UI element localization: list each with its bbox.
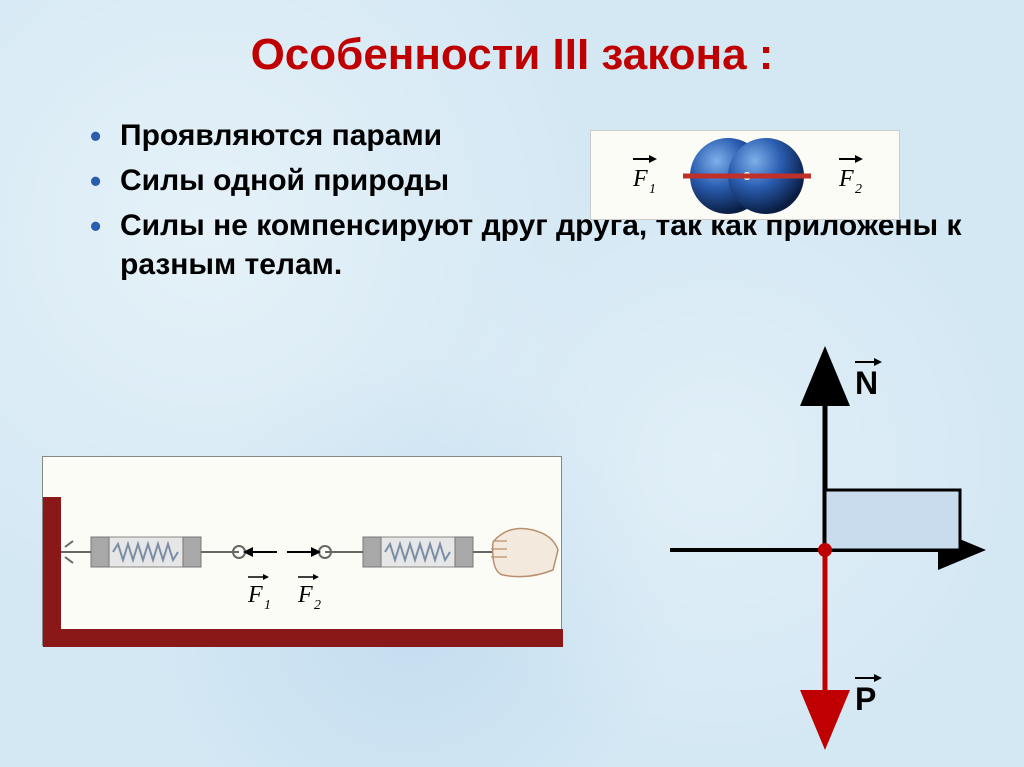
force-label-f1: F	[632, 166, 648, 192]
force-label-n: N	[855, 365, 878, 401]
svg-text:2: 2	[314, 598, 321, 613]
force-diagram: N P	[660, 320, 990, 750]
svg-text:1: 1	[264, 598, 271, 613]
force-label-p: P	[855, 681, 876, 717]
svg-text:1: 1	[649, 182, 656, 197]
page-title: Особенности III закона :	[0, 0, 1024, 80]
spring-diagram: F 1 F 2	[42, 456, 562, 646]
dynamometer-left	[61, 537, 245, 567]
force-label-f1: F	[247, 582, 263, 608]
force-label-f2: F	[838, 166, 854, 192]
force-label-f2: F	[297, 582, 313, 608]
svg-text:2: 2	[855, 182, 862, 197]
spheres-diagram: F 1 F 2	[590, 130, 900, 220]
hand-icon	[491, 529, 558, 577]
dynamometer-right	[319, 537, 493, 567]
